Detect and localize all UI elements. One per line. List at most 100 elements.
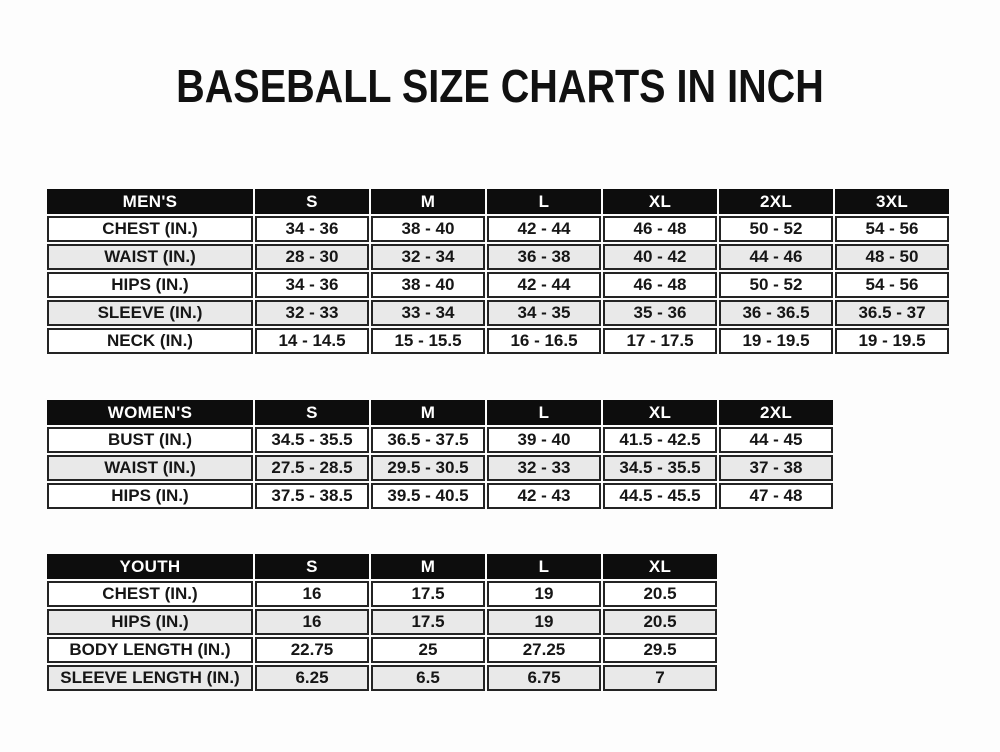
row-label-cell: SLEEVE LENGTH (IN.) (47, 665, 253, 691)
mens-table-row: NECK (IN.) 14 - 14.5 15 - 15.5 16 - 16.5 17 … (47, 328, 949, 354)
size-value-cell: 44 - 46 (719, 244, 833, 270)
womens-table-row: HIPS (IN.) 37.5 - 38.5 39.5 - 40.5 42 - 43 4… (47, 483, 833, 509)
womens-column-header-l: L (487, 400, 601, 425)
youth-size-table: YOUTH S M L XL CHEST (IN.) 16 17.5 19 20.5 HIPS (I… (45, 552, 719, 693)
size-value-cell: 19 (487, 581, 601, 607)
size-value-cell: 39 - 40 (487, 427, 601, 453)
row-label-cell: HIPS (IN.) (47, 483, 253, 509)
size-value-cell: 27.5 - 28.5 (255, 455, 369, 481)
size-value-cell: 42 - 44 (487, 272, 601, 298)
youth-table-row: HIPS (IN.) 16 17.5 19 20.5 (47, 609, 717, 635)
womens-column-header-2xl: 2XL (719, 400, 833, 425)
size-value-cell: 34 - 36 (255, 272, 369, 298)
row-label-cell: CHEST (IN.) (47, 216, 253, 242)
size-value-cell: 16 - 16.5 (487, 328, 601, 354)
size-value-cell: 50 - 52 (719, 216, 833, 242)
mens-column-header-m: M (371, 189, 485, 214)
mens-table-row: HIPS (IN.) 34 - 36 38 - 40 42 - 44 46 - 48 50… (47, 272, 949, 298)
size-value-cell: 17.5 (371, 609, 485, 635)
womens-column-header-s: S (255, 400, 369, 425)
size-value-cell: 36.5 - 37 (835, 300, 949, 326)
size-value-cell: 32 - 34 (371, 244, 485, 270)
youth-column-header-xl: XL (603, 554, 717, 579)
size-value-cell: 48 - 50 (835, 244, 949, 270)
mens-column-header-xl: XL (603, 189, 717, 214)
size-value-cell: 20.5 (603, 609, 717, 635)
youth-table-row: SLEEVE LENGTH (IN.) 6.25 6.5 6.75 7 (47, 665, 717, 691)
size-value-cell: 37 - 38 (719, 455, 833, 481)
womens-size-table: WOMEN'S S M L XL 2XL BUST (IN.) 34.5 - 35.5 36.5… (45, 398, 835, 511)
size-value-cell: 15 - 15.5 (371, 328, 485, 354)
size-value-cell: 38 - 40 (371, 216, 485, 242)
youth-header-row: YOUTH S M L XL (47, 554, 717, 579)
size-value-cell: 7 (603, 665, 717, 691)
row-label-cell: CHEST (IN.) (47, 581, 253, 607)
size-value-cell: 42 - 44 (487, 216, 601, 242)
size-value-cell: 33 - 34 (371, 300, 485, 326)
row-label-cell: HIPS (IN.) (47, 272, 253, 298)
size-value-cell: 50 - 52 (719, 272, 833, 298)
row-label-cell: WAIST (IN.) (47, 244, 253, 270)
youth-table-row: BODY LENGTH (IN.) 22.75 25 27.25 29.5 (47, 637, 717, 663)
mens-size-table: MEN'S S M L XL 2XL 3XL CHEST (IN.) 34 - 36 38 - 4… (45, 187, 951, 356)
mens-table-row: CHEST (IN.) 34 - 36 38 - 40 42 - 44 46 - 48 5… (47, 216, 949, 242)
mens-column-header-2xl: 2XL (719, 189, 833, 214)
page-title: BASEBALL SIZE CHARTS IN INCH (176, 60, 824, 112)
size-value-cell: 29.5 (603, 637, 717, 663)
mens-table-title: MEN'S (47, 189, 253, 214)
womens-header-row: WOMEN'S S M L XL 2XL (47, 400, 833, 425)
mens-column-header-s: S (255, 189, 369, 214)
size-value-cell: 29.5 - 30.5 (371, 455, 485, 481)
womens-column-header-m: M (371, 400, 485, 425)
size-value-cell: 36 - 36.5 (719, 300, 833, 326)
row-label-cell: NECK (IN.) (47, 328, 253, 354)
size-value-cell: 6.75 (487, 665, 601, 691)
size-value-cell: 40 - 42 (603, 244, 717, 270)
size-value-cell: 37.5 - 38.5 (255, 483, 369, 509)
size-value-cell: 19 - 19.5 (719, 328, 833, 354)
youth-column-header-s: S (255, 554, 369, 579)
size-value-cell: 32 - 33 (487, 455, 601, 481)
size-value-cell: 27.25 (487, 637, 601, 663)
mens-header-row: MEN'S S M L XL 2XL 3XL (47, 189, 949, 214)
size-value-cell: 34.5 - 35.5 (255, 427, 369, 453)
size-value-cell: 16 (255, 581, 369, 607)
size-value-cell: 38 - 40 (371, 272, 485, 298)
size-value-cell: 22.75 (255, 637, 369, 663)
size-value-cell: 54 - 56 (835, 216, 949, 242)
size-value-cell: 34 - 35 (487, 300, 601, 326)
row-label-cell: WAIST (IN.) (47, 455, 253, 481)
youth-column-header-l: L (487, 554, 601, 579)
row-label-cell: BUST (IN.) (47, 427, 253, 453)
size-value-cell: 47 - 48 (719, 483, 833, 509)
womens-table-title: WOMEN'S (47, 400, 253, 425)
size-value-cell: 17 - 17.5 (603, 328, 717, 354)
womens-table-row: BUST (IN.) 34.5 - 35.5 36.5 - 37.5 39 - 40 4… (47, 427, 833, 453)
mens-column-header-l: L (487, 189, 601, 214)
size-value-cell: 44.5 - 45.5 (603, 483, 717, 509)
womens-table-row: WAIST (IN.) 27.5 - 28.5 29.5 - 30.5 32 - 33… (47, 455, 833, 481)
size-value-cell: 46 - 48 (603, 216, 717, 242)
size-value-cell: 44 - 45 (719, 427, 833, 453)
row-label-cell: HIPS (IN.) (47, 609, 253, 635)
mens-table-row: SLEEVE (IN.) 32 - 33 33 - 34 34 - 35 35 - 36… (47, 300, 949, 326)
youth-table-row: CHEST (IN.) 16 17.5 19 20.5 (47, 581, 717, 607)
row-label-cell: BODY LENGTH (IN.) (47, 637, 253, 663)
size-value-cell: 6.25 (255, 665, 369, 691)
size-value-cell: 34.5 - 35.5 (603, 455, 717, 481)
size-value-cell: 35 - 36 (603, 300, 717, 326)
size-value-cell: 16 (255, 609, 369, 635)
youth-column-header-m: M (371, 554, 485, 579)
mens-column-header-3xl: 3XL (835, 189, 949, 214)
size-value-cell: 28 - 30 (255, 244, 369, 270)
youth-table-title: YOUTH (47, 554, 253, 579)
size-value-cell: 46 - 48 (603, 272, 717, 298)
size-value-cell: 54 - 56 (835, 272, 949, 298)
size-value-cell: 14 - 14.5 (255, 328, 369, 354)
size-value-cell: 6.5 (371, 665, 485, 691)
size-value-cell: 41.5 - 42.5 (603, 427, 717, 453)
size-value-cell: 19 - 19.5 (835, 328, 949, 354)
mens-table-row: WAIST (IN.) 28 - 30 32 - 34 36 - 38 40 - 42 4… (47, 244, 949, 270)
womens-column-header-xl: XL (603, 400, 717, 425)
size-value-cell: 36 - 38 (487, 244, 601, 270)
